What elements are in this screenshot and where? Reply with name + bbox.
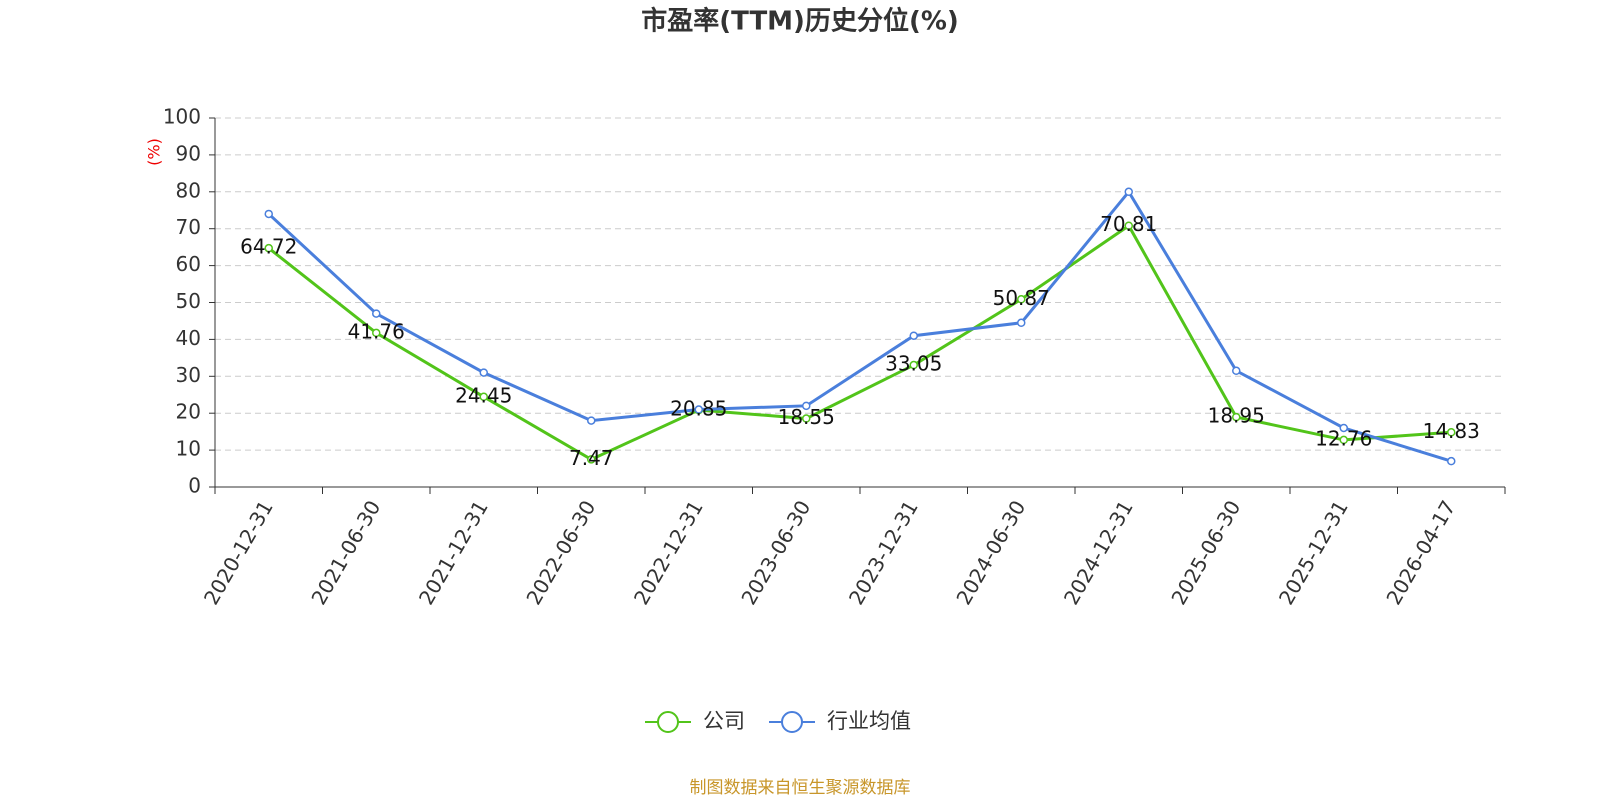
x-tick-label: 2022-06-30 xyxy=(521,496,600,609)
y-tick-label: 70 xyxy=(176,215,201,239)
point xyxy=(1124,187,1133,197)
point xyxy=(1232,366,1241,376)
x-tick-label: 2021-06-30 xyxy=(306,496,385,609)
y-tick-label: 50 xyxy=(176,289,201,313)
y-tick-label: 90 xyxy=(176,141,201,165)
data-label: 7.47 xyxy=(569,446,614,470)
x-tick-label: 2024-06-30 xyxy=(951,496,1030,609)
point xyxy=(694,405,703,414)
data-label: 12.76 xyxy=(1315,426,1372,450)
point xyxy=(479,368,488,377)
y-tick-label: 30 xyxy=(176,363,201,387)
x-tick-label: 2025-12-31 xyxy=(1274,496,1353,609)
data-label: 50.87 xyxy=(993,286,1050,310)
data-label: 64.72 xyxy=(240,235,297,259)
point xyxy=(479,392,488,402)
point xyxy=(264,209,273,219)
x-tick-label: 2026-04-17 xyxy=(1381,496,1460,609)
data-label: 18.55 xyxy=(778,405,835,429)
point xyxy=(909,360,918,370)
y-tick-label: 40 xyxy=(176,326,201,350)
point xyxy=(372,328,381,338)
chart-title: 市盈率(TTM)历史分位(%) xyxy=(641,6,959,37)
legend-marker xyxy=(657,711,679,733)
x-tick-label: 2020-12-31 xyxy=(199,496,278,609)
legend-label: 公司 xyxy=(703,709,745,733)
x-tick-label: 2022-12-31 xyxy=(629,496,708,609)
y-unit: (%) xyxy=(145,138,164,166)
x-tick-label: 2021-12-31 xyxy=(414,496,493,609)
point xyxy=(372,309,381,318)
point xyxy=(802,414,811,423)
data-label: 33.05 xyxy=(885,352,942,376)
series-line xyxy=(267,223,1452,462)
point xyxy=(1017,318,1026,328)
point xyxy=(587,416,596,425)
point xyxy=(802,401,811,411)
point xyxy=(1232,412,1241,422)
y-tick-label: 20 xyxy=(176,400,201,424)
y-tick-label: 80 xyxy=(176,178,201,202)
data-label: 70.81 xyxy=(1100,212,1157,236)
y-tick-label: 10 xyxy=(176,437,201,461)
x-tick-label: 2024-12-31 xyxy=(1059,496,1138,609)
point xyxy=(1447,428,1456,437)
x-tick-label: 2025-06-30 xyxy=(1166,496,1245,609)
y-tick-label: 0 xyxy=(188,474,201,498)
y-tick-label: 100 xyxy=(163,105,201,129)
data-label: 14.83 xyxy=(1423,419,1480,443)
y-tick-label: 60 xyxy=(176,252,201,276)
point xyxy=(1017,295,1026,304)
data-label: 18.95 xyxy=(1208,404,1265,428)
data-label: 41.76 xyxy=(348,319,405,343)
series-line xyxy=(267,189,1452,463)
point xyxy=(1447,456,1456,466)
data-label: 24.45 xyxy=(455,383,512,407)
point xyxy=(1124,221,1133,230)
point xyxy=(1339,435,1348,445)
x-tick-label: 2023-12-31 xyxy=(844,496,923,609)
legend-marker xyxy=(781,711,803,733)
point xyxy=(264,243,273,253)
point xyxy=(909,331,918,340)
legend-label: 行业均值 xyxy=(827,709,911,733)
source-note: 制图数据来自恒生聚源数据库 xyxy=(690,778,911,798)
point xyxy=(1339,423,1348,433)
data-label: 20.85 xyxy=(670,397,727,421)
x-tick-label: 2023-06-30 xyxy=(736,496,815,609)
point xyxy=(587,455,596,464)
